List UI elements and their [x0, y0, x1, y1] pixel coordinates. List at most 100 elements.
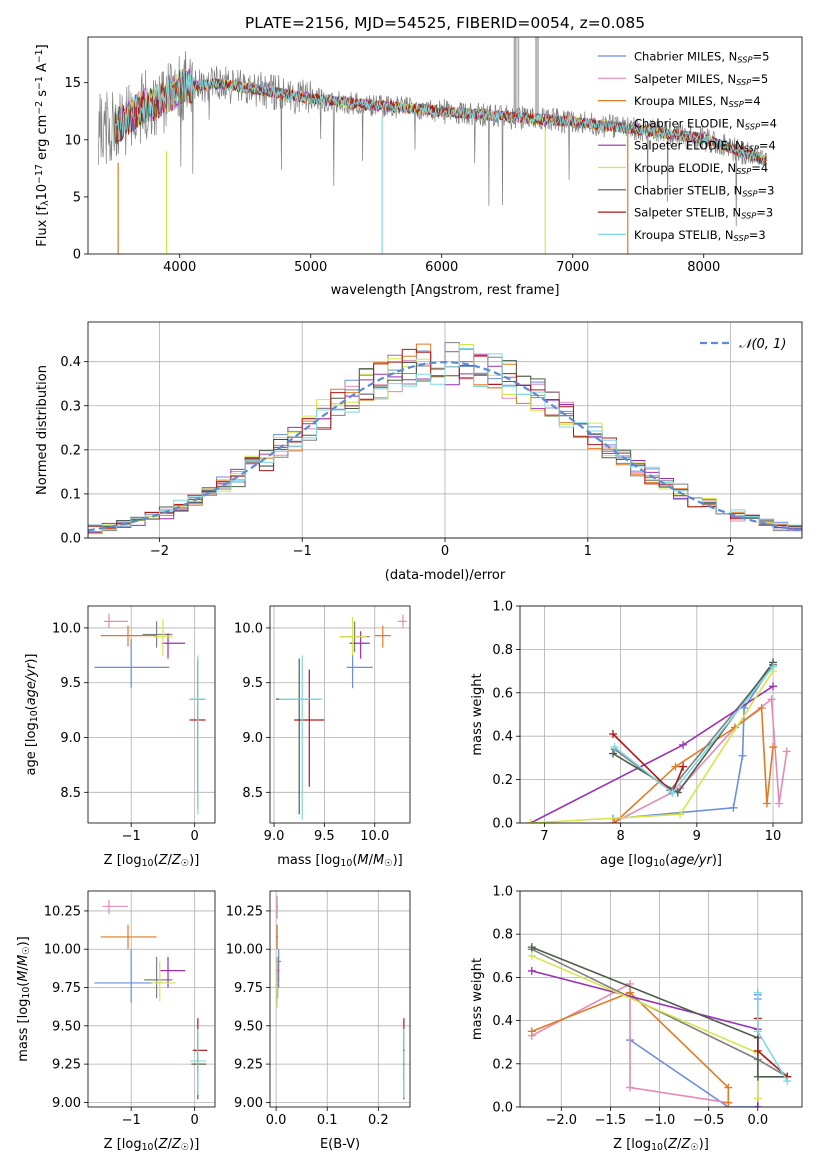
- label-part: mass weight: [470, 958, 485, 1040]
- x-tick-label: 0.0: [266, 1113, 287, 1128]
- label-part: =5: [752, 50, 769, 64]
- label-part: Kroupa MILES, N: [634, 94, 729, 108]
- label-part: /: [677, 1137, 682, 1152]
- x-tick-label: 4000: [163, 260, 196, 275]
- Z-vs-weight-panel: −2.0 −1.5 −1.0 −0.5 0.0 0.0 0.2 0.4 0.6 0.8 1.0 Z […: [470, 885, 803, 1153]
- y-axis-label: mass weight: [470, 673, 485, 755]
- label-part: 10: [29, 710, 40, 722]
- y-tick-label: 15: [64, 76, 81, 91]
- x-tick-label: 0.1: [317, 1113, 338, 1128]
- x-axis-label: Z [log10(Z/Z☉)]: [613, 1137, 709, 1153]
- label-part: M: [16, 955, 31, 966]
- label-part: age/yr: [24, 662, 39, 705]
- weight-line: [531, 991, 730, 1103]
- weight-marker: [738, 751, 747, 760]
- label-part: /: [369, 853, 374, 868]
- y-tick-label: 9.00: [234, 1096, 263, 1111]
- label-part: 10: [340, 858, 352, 869]
- model-spectrum: [113, 68, 767, 165]
- weight-marker: [527, 943, 536, 952]
- plot-frame: [87, 36, 803, 255]
- y-axis-label: mass [log10(M/M☉)]: [16, 936, 32, 1062]
- y-tick-label: 9.50: [52, 1019, 81, 1034]
- label-part: M: [373, 853, 384, 868]
- plot-frame: [269, 605, 411, 824]
- y-tick-label: 0.0: [492, 1101, 513, 1116]
- y-tick-label: 0.0: [60, 532, 81, 547]
- label-part: =3: [757, 183, 774, 197]
- error-bars: [276, 895, 405, 1100]
- plot-frame: [87, 321, 803, 539]
- figure-title: PLATE=2156, MJD=54525, FIBERID=0054, z=0…: [245, 14, 645, 32]
- y-tick-label: 0.8: [492, 928, 513, 943]
- weight-marker: [767, 695, 776, 704]
- spectrum-lines: [98, 37, 767, 254]
- weight-marker: [676, 810, 685, 819]
- y-tick-label: 1.0: [492, 600, 513, 615]
- legend-label: Kroupa MILES, NSSP=4: [634, 94, 761, 109]
- label-part: Normed distribution: [35, 365, 50, 495]
- x-axis-label: Z [log10(Z/Z☉)]: [104, 1137, 200, 1153]
- weight-marker: [762, 799, 771, 808]
- x-tick-label: −1: [122, 829, 141, 844]
- label-part: 10: [35, 184, 50, 201]
- label-part: Salpeter MILES, N: [634, 72, 736, 86]
- label-part: Salpeter STELIB, N: [634, 206, 741, 220]
- plot-frame: [87, 890, 216, 1108]
- label-part: −2: [34, 101, 45, 115]
- x-tick-label: −1: [122, 1113, 141, 1128]
- legend-label: Salpeter ELODIE, NSSP=4: [634, 139, 776, 154]
- weight-marker: [608, 819, 617, 823]
- y-axis-label: Flux [fλ10−17 erg cm−2 s−1 A−1]: [34, 44, 51, 246]
- x-tick-label: 5000: [294, 260, 327, 275]
- y-tick-label: 9.75: [52, 981, 81, 996]
- label-part: 10: [651, 1142, 663, 1153]
- label-part: SSP: [744, 144, 759, 154]
- x-tick-label: 0: [191, 1113, 199, 1128]
- label-part: 10: [21, 987, 32, 999]
- plot-frame: [269, 890, 411, 1108]
- plot-area: [520, 606, 802, 823]
- plot-area: [88, 606, 215, 823]
- x-tick-label: 9.5: [314, 829, 335, 844]
- y-tick-label: 8.5: [60, 786, 81, 801]
- label-part: Z: [667, 1137, 678, 1152]
- label-part: =4: [744, 94, 761, 108]
- weight-line: [531, 946, 788, 1078]
- weight-marker: [769, 662, 778, 671]
- y-tick-label: 1.0: [492, 885, 513, 900]
- x-tick-label: 0: [441, 544, 449, 559]
- y-tick-label: 9.50: [234, 1019, 263, 1034]
- label-part: Salpeter ELODIE, N: [634, 139, 744, 153]
- label-part: (: [352, 853, 357, 868]
- x-tick-label: 2: [726, 544, 734, 559]
- label-part: )]: [712, 853, 722, 868]
- legend-label: Salpeter MILES, NSSP=5: [634, 72, 768, 87]
- label-part: Chabrier ELODIE, N: [634, 116, 745, 130]
- y-tick-label: 0.3: [60, 399, 81, 414]
- y-axis-label: mass weight: [470, 958, 485, 1040]
- weight-marker: [757, 703, 766, 712]
- label-part: A: [35, 63, 50, 76]
- label-part: SSP: [734, 233, 749, 243]
- y-tick-label: 0.2: [492, 773, 513, 788]
- label-part: 10: [142, 858, 154, 869]
- plot-area: [270, 606, 410, 823]
- label-part: (: [16, 982, 31, 987]
- weight-lines: [526, 658, 791, 823]
- weight-marker: [783, 1077, 792, 1086]
- weight-marker: [769, 743, 778, 752]
- label-part: SSP: [737, 55, 752, 65]
- label-part: SSP: [745, 121, 760, 131]
- y-tick-label: 10.0: [52, 621, 81, 636]
- y-tick-label: 0.0: [492, 817, 513, 832]
- label-part: (: [665, 853, 670, 868]
- label-part: ☉: [181, 1142, 189, 1153]
- weight-marker: [724, 1083, 733, 1092]
- weight-marker: [668, 788, 677, 797]
- label-part: −1: [34, 49, 45, 63]
- weight-marker: [626, 1083, 635, 1092]
- label-part: wavelength [Angstrom, rest frame]: [331, 283, 560, 298]
- weight-marker: [753, 1046, 762, 1055]
- plot-area: [88, 37, 802, 254]
